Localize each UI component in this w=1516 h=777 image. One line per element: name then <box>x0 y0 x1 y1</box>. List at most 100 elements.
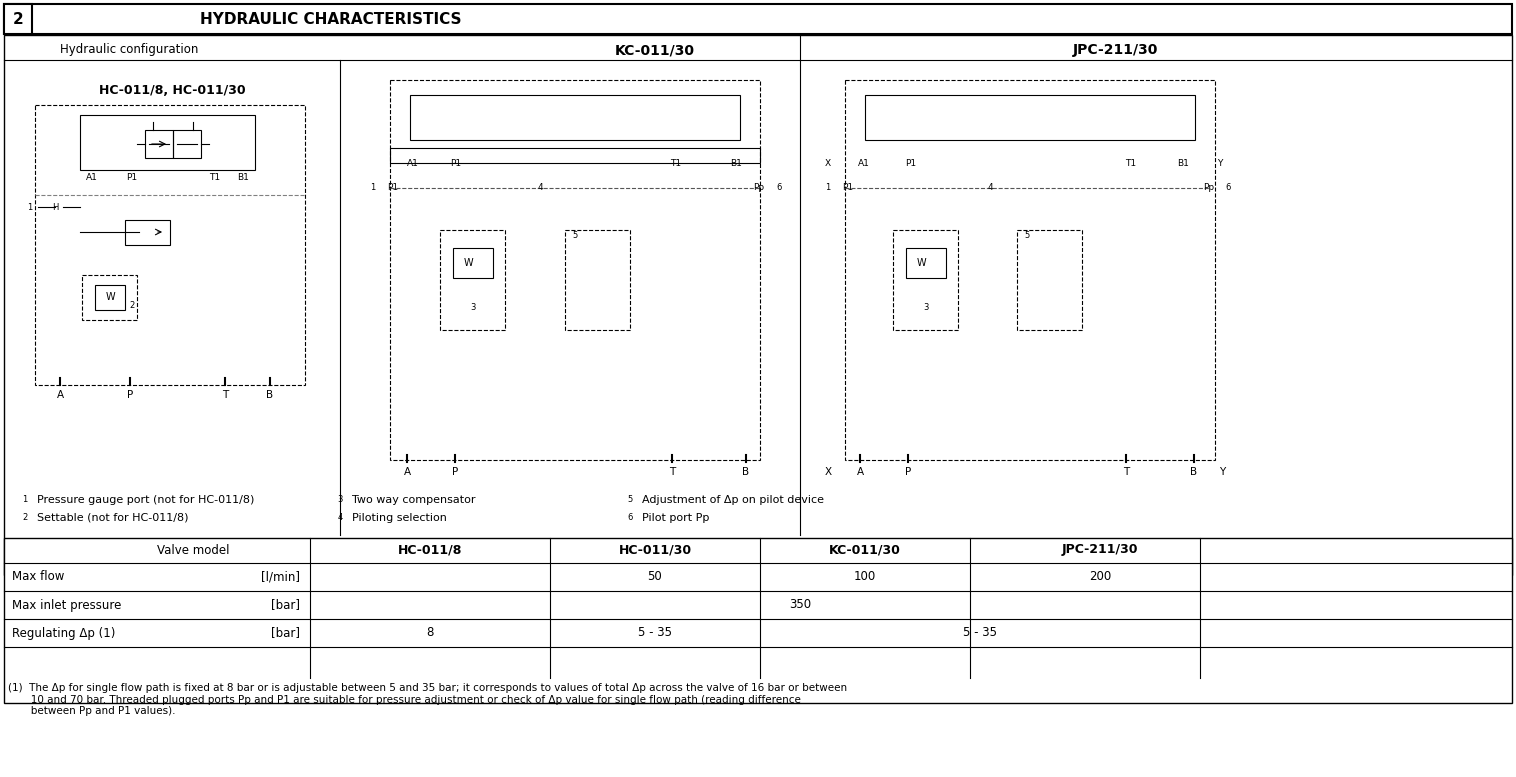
Bar <box>5 35 1511 575</box>
Text: P1: P1 <box>450 159 461 169</box>
Bar <box>390 148 760 163</box>
Text: [bar]: [bar] <box>271 626 300 639</box>
Bar <box>82 275 136 320</box>
Circle shape <box>623 493 637 507</box>
Text: JPC-211/30: JPC-211/30 <box>1061 543 1139 556</box>
Text: 200: 200 <box>1088 570 1111 584</box>
Text: 5: 5 <box>1025 231 1029 239</box>
Text: P: P <box>127 390 133 400</box>
Text: 3: 3 <box>923 304 929 312</box>
Circle shape <box>365 180 381 196</box>
Text: 2: 2 <box>23 514 27 522</box>
Text: Pp: Pp <box>753 183 764 193</box>
Text: 1: 1 <box>370 183 376 193</box>
Circle shape <box>772 180 787 196</box>
Bar <box>440 230 505 330</box>
Text: B1: B1 <box>1176 159 1189 169</box>
Bar <box>173 130 202 158</box>
Text: P1: P1 <box>126 173 138 183</box>
Text: 6: 6 <box>628 514 632 522</box>
Circle shape <box>124 297 139 313</box>
Bar <box>80 115 255 170</box>
Text: Y: Y <box>1217 159 1223 169</box>
Text: B1: B1 <box>731 159 741 169</box>
Text: Y: Y <box>1219 467 1225 477</box>
Text: 1: 1 <box>825 183 831 193</box>
Text: T1: T1 <box>209 173 220 183</box>
Text: 2: 2 <box>129 301 135 309</box>
Text: P1: P1 <box>841 183 854 193</box>
Text: (1)  The Δp for single flow path is fixed at 8 bar or is adjustable between 5 an: (1) The Δp for single flow path is fixed… <box>8 683 847 716</box>
Text: T: T <box>669 467 675 477</box>
Bar <box>565 230 631 330</box>
Text: 5: 5 <box>628 496 632 504</box>
Bar <box>893 230 958 330</box>
Bar <box>844 80 1214 460</box>
Circle shape <box>18 511 32 525</box>
Text: Pp: Pp <box>1204 183 1214 193</box>
Text: HC-011/8: HC-011/8 <box>397 543 462 556</box>
Text: 3: 3 <box>470 304 476 312</box>
Text: Settable (not for HC-011/8): Settable (not for HC-011/8) <box>36 513 188 523</box>
Text: JPC-211/30: JPC-211/30 <box>1072 43 1158 57</box>
Text: P: P <box>905 467 911 477</box>
Text: 6: 6 <box>1225 183 1231 193</box>
Text: T1: T1 <box>1125 159 1135 169</box>
Bar <box>5 538 1511 703</box>
Text: Piloting selection: Piloting selection <box>352 513 447 523</box>
Text: A: A <box>56 390 64 400</box>
Text: 4: 4 <box>987 183 993 193</box>
Circle shape <box>1020 228 1034 242</box>
Text: 8: 8 <box>426 626 434 639</box>
Text: W: W <box>105 292 115 302</box>
Text: W: W <box>916 258 926 268</box>
Circle shape <box>623 511 637 525</box>
Text: A1: A1 <box>406 159 418 169</box>
Bar <box>866 95 1195 140</box>
Text: 350: 350 <box>788 598 811 611</box>
Text: Pressure gauge port (not for HC-011/8): Pressure gauge port (not for HC-011/8) <box>36 495 255 505</box>
Bar <box>5 4 32 34</box>
Text: HC-011/30: HC-011/30 <box>619 543 691 556</box>
Bar <box>124 220 170 245</box>
Text: KC-011/30: KC-011/30 <box>829 543 901 556</box>
Text: B: B <box>743 467 749 477</box>
Text: Pilot port Pp: Pilot port Pp <box>641 513 709 523</box>
Text: X: X <box>825 159 831 169</box>
Text: P1: P1 <box>905 159 916 169</box>
Bar <box>409 95 740 140</box>
Circle shape <box>1220 180 1236 196</box>
Bar <box>5 4 1511 34</box>
Text: A: A <box>857 467 864 477</box>
Text: 3: 3 <box>338 496 343 504</box>
Circle shape <box>568 228 582 242</box>
Text: A1: A1 <box>86 173 99 183</box>
Circle shape <box>465 301 481 315</box>
Text: HC-011/8, HC-011/30: HC-011/8, HC-011/30 <box>99 83 246 96</box>
Text: Hydraulic configuration: Hydraulic configuration <box>61 44 199 57</box>
Circle shape <box>334 511 347 525</box>
Text: [bar]: [bar] <box>271 598 300 611</box>
Circle shape <box>979 178 1001 198</box>
Text: 2: 2 <box>12 12 23 27</box>
Text: X: X <box>825 467 832 477</box>
Text: A1: A1 <box>858 159 870 169</box>
Text: 50: 50 <box>647 570 662 584</box>
Text: 4: 4 <box>537 183 543 193</box>
Circle shape <box>820 180 835 196</box>
Text: Max inlet pressure: Max inlet pressure <box>12 598 121 611</box>
Text: 100: 100 <box>854 570 876 584</box>
Circle shape <box>18 493 32 507</box>
Circle shape <box>23 199 38 215</box>
Text: KC-011/30: KC-011/30 <box>615 43 694 57</box>
Text: B: B <box>1190 467 1198 477</box>
Text: Regulating Δp (1): Regulating Δp (1) <box>12 626 115 639</box>
Text: HYDRAULIC CHARACTERISTICS: HYDRAULIC CHARACTERISTICS <box>200 12 461 27</box>
Bar <box>96 285 124 310</box>
Text: 5 - 35: 5 - 35 <box>638 626 672 639</box>
Bar <box>907 248 946 278</box>
Text: B: B <box>267 390 273 400</box>
Text: P: P <box>452 467 458 477</box>
Text: 6: 6 <box>776 183 782 193</box>
Text: 1: 1 <box>27 203 33 211</box>
